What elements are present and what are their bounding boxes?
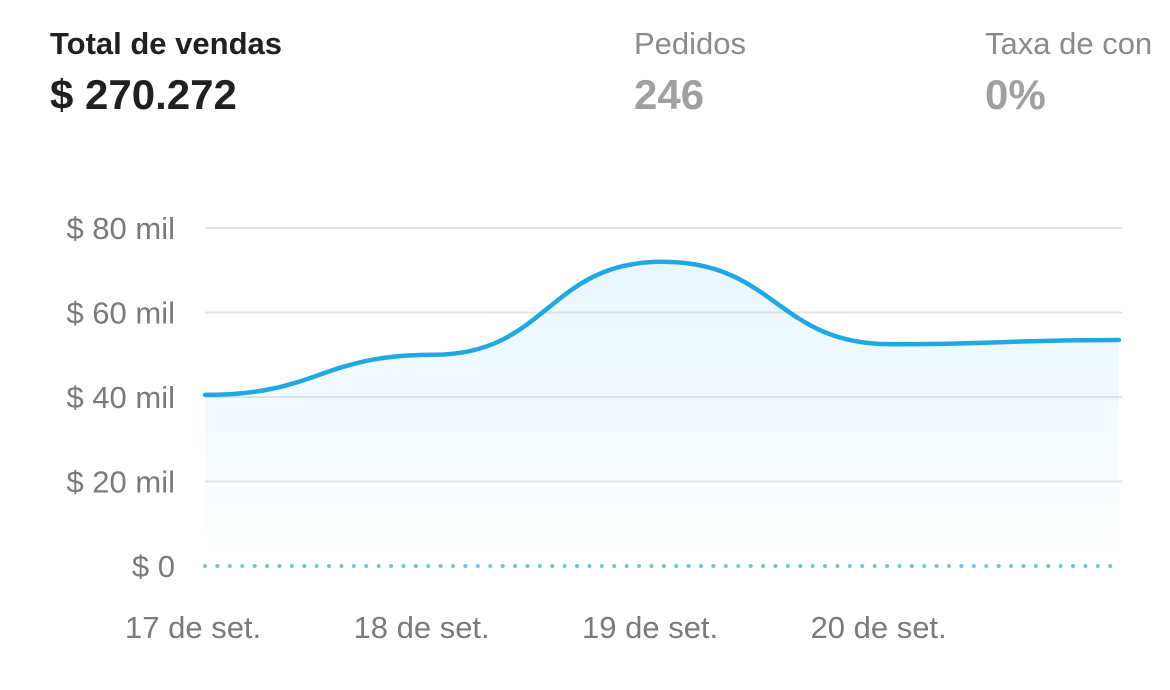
y-tick-label: $ 60 mil xyxy=(66,296,175,331)
metric-conversion-rate[interactable]: Taxa de con 0% xyxy=(985,26,1152,120)
metric-orders[interactable]: Pedidos 246 xyxy=(634,26,746,120)
series-line xyxy=(202,259,1122,398)
metric-value: 0% xyxy=(985,71,1046,118)
y-tick-label: $ 40 mil xyxy=(66,380,175,415)
metric-label: Pedidos xyxy=(634,26,747,61)
y-tick-label: $ 20 mil xyxy=(66,465,175,500)
metric-value: 246 xyxy=(634,71,705,118)
metric-label: Taxa de con xyxy=(985,26,1153,61)
x-tick-label: 18 de set. xyxy=(354,610,490,645)
metric-value: $ 270.272 xyxy=(50,71,237,118)
x-tick-label: 20 de set. xyxy=(811,610,947,645)
metric-total-sales[interactable]: Total de vendas $ 270.272 xyxy=(50,26,282,120)
y-tick-label: $ 80 mil xyxy=(66,211,175,246)
metric-label: Total de vendas xyxy=(50,26,282,61)
x-tick-label: 17 de set. xyxy=(125,610,261,645)
x-tick-label: 19 de set. xyxy=(582,610,718,645)
series-area-fill xyxy=(205,261,1119,566)
y-tick-label: $ 0 xyxy=(132,549,175,584)
